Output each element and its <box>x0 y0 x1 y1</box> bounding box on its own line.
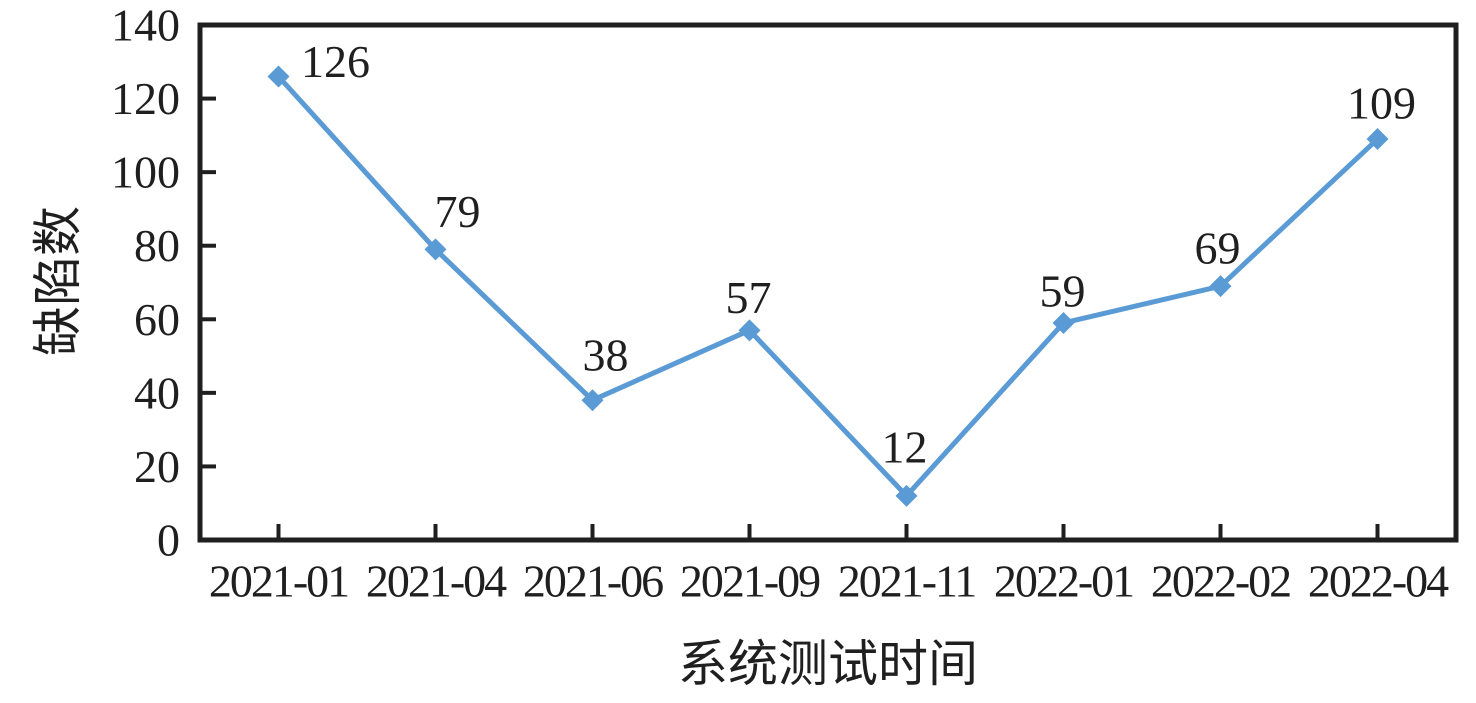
y-tick-label: 140 <box>111 0 180 51</box>
plot-border <box>197 22 1459 543</box>
x-tick-label: 2022-01 <box>994 556 1133 607</box>
x-tick-label: 2021-11 <box>838 556 976 607</box>
data-point-marker <box>424 238 447 261</box>
data-point-label: 57 <box>726 272 772 323</box>
y-tick-label: 40 <box>134 367 180 418</box>
y-tick-label: 100 <box>111 147 180 198</box>
x-tick-label: 2021-06 <box>523 556 663 607</box>
data-point-label: 69 <box>1195 223 1241 274</box>
data-point-marker <box>1209 275 1232 298</box>
trend-line <box>276 74 1380 499</box>
x-tick-label: 2022-02 <box>1151 556 1290 607</box>
data-point-label: 12 <box>882 421 928 472</box>
data-point-marker <box>581 389 604 412</box>
data-point-marker <box>1366 128 1389 151</box>
data-point-label: 109 <box>1347 78 1416 129</box>
data-point-label: 38 <box>583 330 629 381</box>
plot-area: 0 20 40 60 80 100 120 140 2021-01 2021-04 2021-06 2… <box>111 0 1459 607</box>
data-point-marker <box>738 319 761 342</box>
y-tick-label: 120 <box>111 73 180 124</box>
data-point-label: 126 <box>301 36 370 87</box>
data-point-label: 59 <box>1040 265 1086 316</box>
data-point-label: 79 <box>435 186 481 237</box>
x-axis-title: 系统测试时间 <box>678 636 978 692</box>
data-point-marker <box>895 484 918 507</box>
data-point-marker <box>1052 311 1075 334</box>
y-tick-label: 20 <box>134 441 180 492</box>
x-tick-label: 2021-01 <box>209 556 348 607</box>
y-tick-label: 60 <box>134 294 180 345</box>
x-tick-label: 2021-09 <box>680 556 820 607</box>
data-point-marker <box>267 65 290 88</box>
y-tick-label: 0 <box>157 515 180 566</box>
x-tick-label: 2021-04 <box>366 556 507 607</box>
x-tick-label: 2022-04 <box>1308 556 1449 607</box>
y-axis-title: 缺陷数 <box>30 206 86 356</box>
y-tick-label: 80 <box>134 220 180 271</box>
